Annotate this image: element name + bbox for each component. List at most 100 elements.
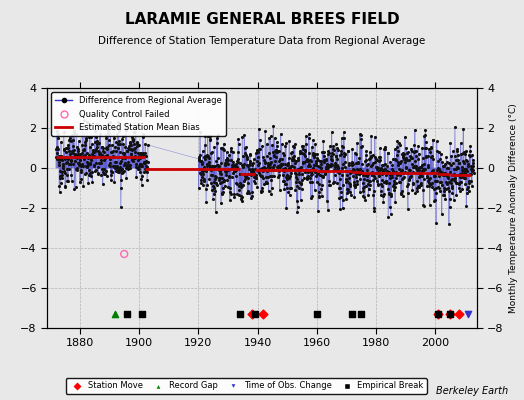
Point (373, 164, 381, 170)
Point (296, 164, 304, 171)
Point (433, 138, 441, 144)
Point (394, 162, 402, 168)
Point (256, 173, 265, 179)
Point (293, 203, 302, 210)
Point (319, 174, 328, 181)
Point (227, 157, 236, 164)
Point (244, 188, 252, 194)
Point (109, 153, 117, 160)
Point (387, 174, 396, 180)
Point (131, 152, 139, 159)
Point (136, 168, 144, 175)
Point (285, 138, 293, 144)
Point (367, 162, 376, 168)
Point (267, 177, 275, 183)
Point (119, 168, 128, 174)
Point (451, 180, 460, 186)
Point (73, 146, 82, 152)
Point (222, 157, 230, 163)
Point (219, 146, 227, 152)
Point (249, 167, 257, 174)
Point (136, 161, 144, 168)
Point (67, 156, 75, 163)
Point (330, 179, 338, 185)
Point (207, 167, 215, 173)
Point (233, 158, 242, 164)
Point (424, 153, 432, 159)
Point (320, 149, 329, 155)
Point (435, 179, 444, 186)
Point (250, 311, 259, 317)
Point (116, 204, 125, 211)
Point (345, 180, 353, 187)
Point (365, 186, 373, 192)
Point (57, 152, 66, 159)
Point (334, 170, 343, 176)
Point (63, 142, 72, 148)
Point (447, 176, 456, 182)
Point (210, 178, 219, 185)
Point (352, 170, 360, 177)
Point (73, 165, 81, 172)
Point (272, 154, 280, 160)
Point (418, 166, 427, 172)
Point (117, 177, 126, 183)
Point (136, 150, 145, 157)
Point (67, 157, 75, 164)
Point (407, 154, 416, 161)
Point (360, 170, 368, 177)
Point (83, 158, 91, 165)
Point (335, 176, 344, 182)
Point (365, 149, 374, 156)
Point (221, 162, 229, 168)
Point (108, 169, 116, 176)
Point (208, 163, 216, 170)
Point (469, 167, 477, 174)
Point (230, 194, 238, 200)
Point (314, 192, 323, 199)
Point (69, 129, 78, 136)
Point (203, 162, 211, 169)
Text: Berkeley Earth: Berkeley Earth (436, 386, 508, 396)
Point (418, 168, 427, 175)
Point (201, 156, 209, 162)
Point (260, 158, 269, 165)
Point (450, 171, 458, 178)
Point (239, 177, 248, 184)
Point (113, 131, 122, 137)
Point (341, 150, 349, 157)
Point (302, 167, 310, 174)
Point (98, 144, 106, 150)
Point (198, 174, 206, 180)
Point (139, 150, 147, 157)
Point (300, 158, 309, 165)
Point (343, 178, 351, 184)
Point (291, 186, 300, 193)
Point (212, 135, 221, 142)
Point (400, 156, 409, 162)
Point (236, 182, 245, 189)
Point (211, 209, 220, 215)
Point (363, 162, 372, 168)
Point (328, 129, 336, 136)
Point (84, 180, 92, 186)
Point (80, 156, 88, 162)
Point (332, 153, 341, 159)
Point (319, 168, 327, 174)
Point (238, 162, 246, 168)
Point (254, 154, 262, 160)
Point (71, 154, 80, 160)
Point (140, 166, 149, 172)
Point (436, 150, 445, 157)
Point (245, 166, 253, 172)
Point (275, 168, 283, 174)
Point (353, 140, 361, 146)
Point (294, 178, 303, 185)
Point (324, 148, 332, 154)
Point (204, 153, 213, 160)
Point (199, 182, 208, 188)
Point (99, 169, 107, 175)
Point (103, 172, 111, 179)
Point (389, 170, 398, 176)
Point (385, 169, 393, 175)
